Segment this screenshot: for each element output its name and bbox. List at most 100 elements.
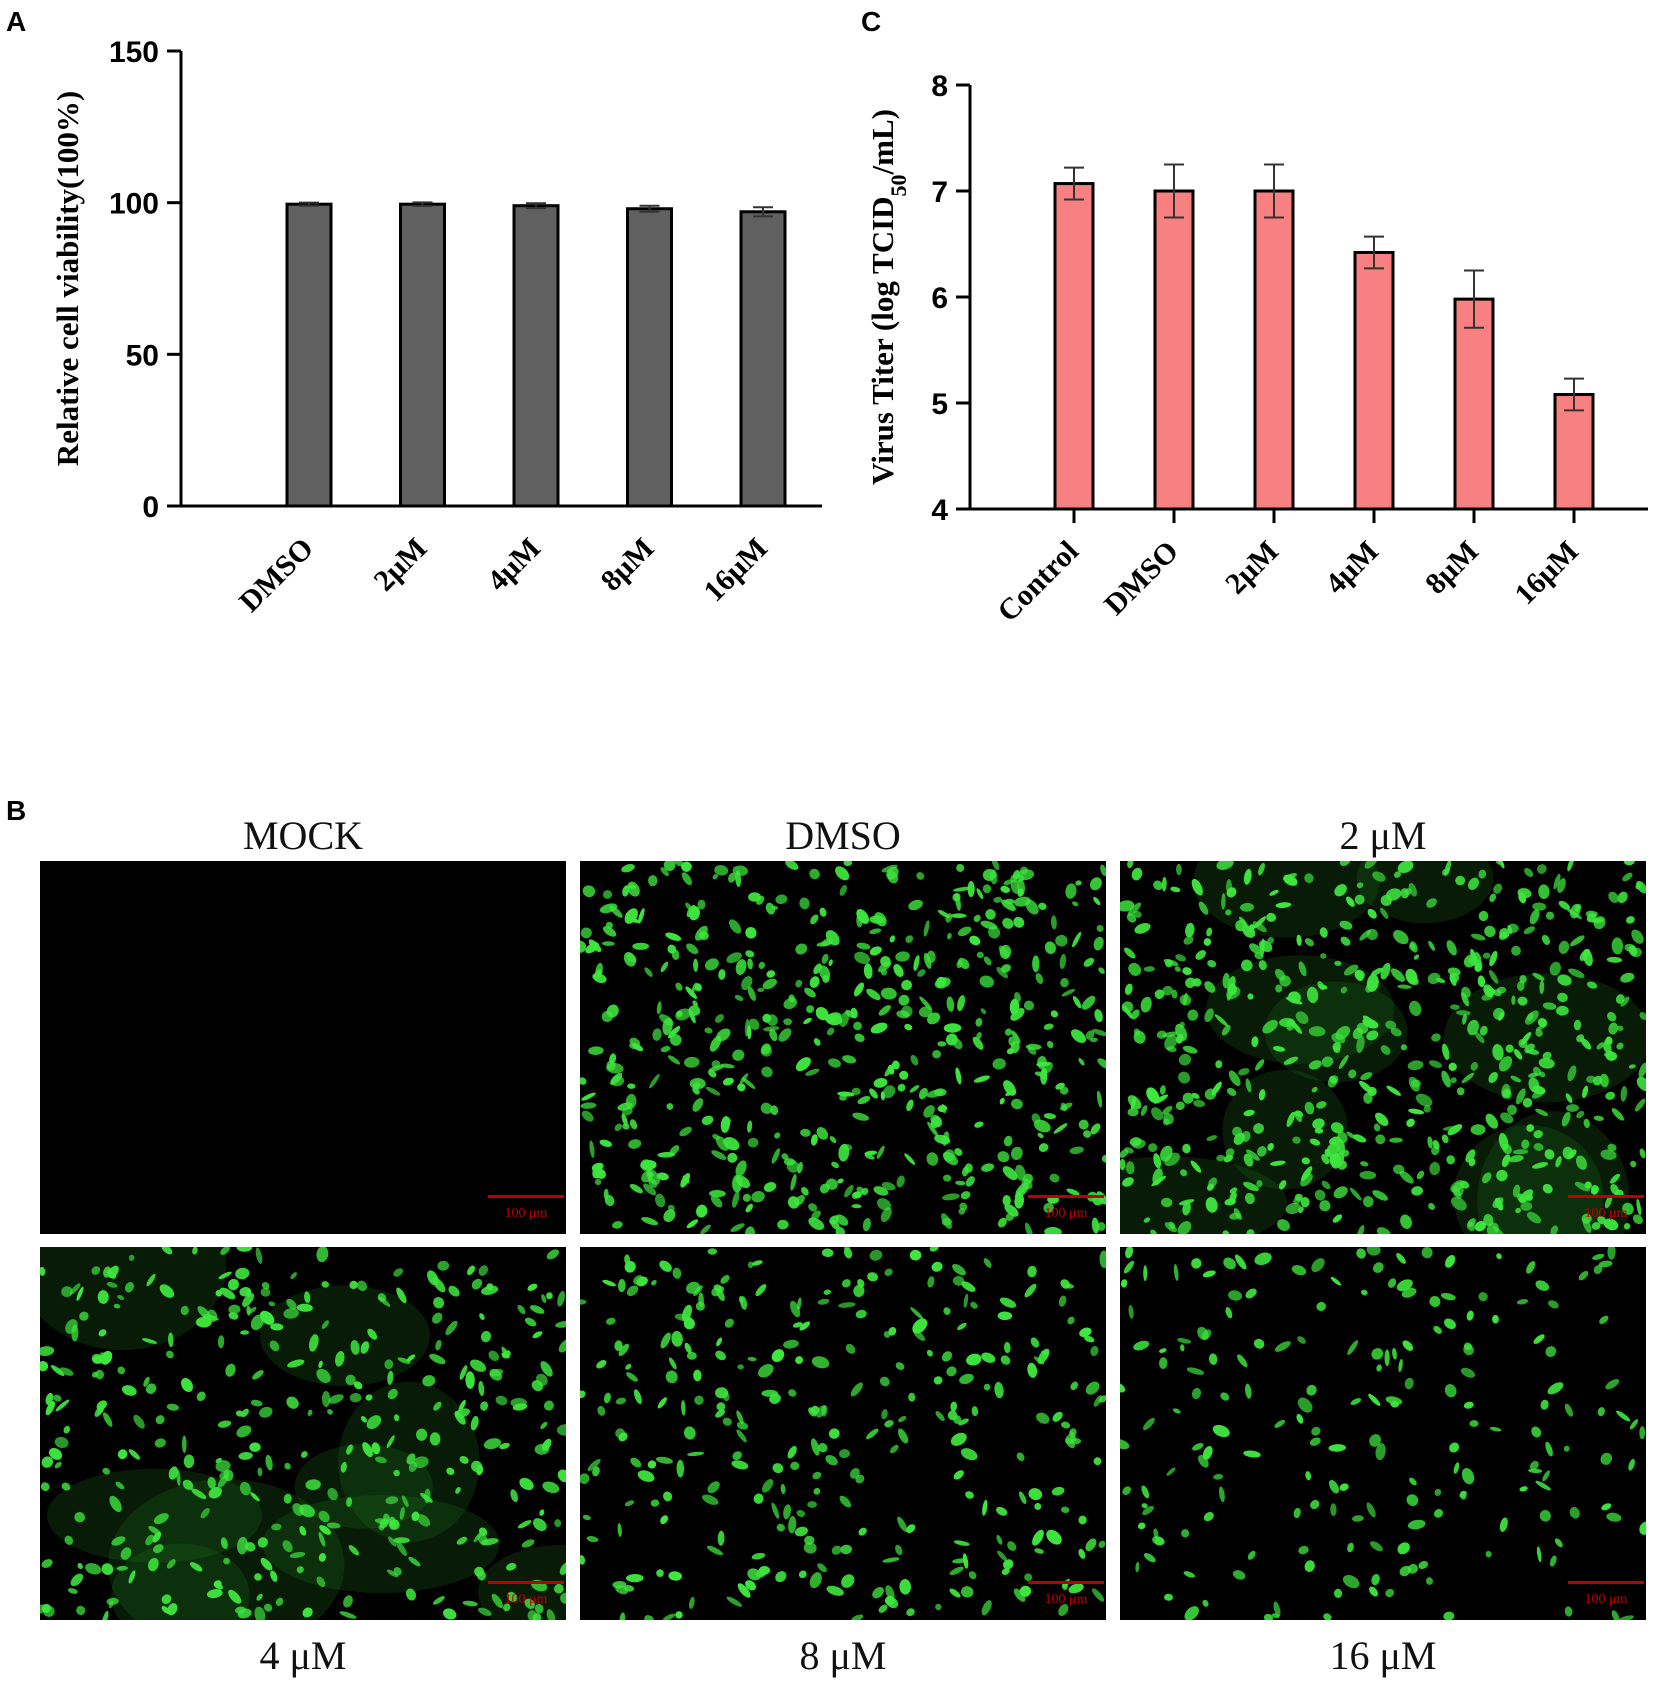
cell (930, 1116, 942, 1129)
cell (795, 1057, 811, 1072)
cell (527, 1283, 538, 1291)
cell (1128, 962, 1142, 976)
cell (1205, 1197, 1218, 1213)
cell (1578, 1270, 1589, 1281)
cell (1634, 1098, 1646, 1112)
cell (1003, 1341, 1011, 1354)
cell (965, 1491, 974, 1499)
cell (1533, 1066, 1542, 1076)
cell (671, 949, 680, 960)
cell (762, 1013, 772, 1023)
cell (543, 1400, 554, 1411)
cell (580, 1102, 597, 1109)
cell (898, 1416, 907, 1423)
cell (1192, 1387, 1201, 1400)
cell (1072, 901, 1079, 907)
cell (821, 1405, 828, 1417)
cell (943, 1174, 952, 1182)
cell (1606, 1512, 1622, 1522)
cell (1165, 959, 1173, 968)
cell (669, 1145, 680, 1156)
cell (54, 1461, 62, 1469)
cell (810, 1405, 820, 1415)
x-tick-label: DMSO (233, 532, 320, 619)
cell (1608, 1022, 1619, 1035)
cell (1201, 1329, 1212, 1340)
cell (1120, 1158, 1126, 1171)
cell (283, 1308, 299, 1319)
cell (1532, 902, 1547, 911)
cell (396, 1540, 407, 1557)
cell (829, 1136, 837, 1144)
y-tick-label: 5 (931, 388, 948, 421)
bar (285, 202, 333, 508)
micrograph-title: 2 μM (1339, 813, 1427, 858)
cell (745, 927, 757, 939)
haze-blob (1443, 973, 1646, 1103)
y-tick-label: 100 (109, 188, 159, 221)
cell (387, 1370, 394, 1385)
cell (1151, 1107, 1164, 1121)
cell (1316, 1301, 1327, 1312)
cell (59, 1367, 74, 1376)
cell (1392, 1347, 1397, 1360)
cell (1461, 1072, 1475, 1084)
cell (1597, 1215, 1607, 1225)
scale-bar-label: 100 μm (1584, 1592, 1628, 1607)
cell (1429, 1296, 1441, 1307)
cell (1154, 1537, 1164, 1546)
cell (973, 1075, 990, 1083)
cell (722, 1077, 734, 1086)
cell (217, 1335, 225, 1349)
cell (1489, 893, 1497, 903)
cell (1168, 1221, 1176, 1230)
cell (732, 1451, 743, 1461)
cell (843, 1247, 850, 1253)
cell (1206, 1135, 1218, 1141)
cell (385, 1496, 399, 1505)
cell (786, 1159, 800, 1173)
cell (698, 931, 709, 941)
cell (1441, 1043, 1450, 1061)
cell (968, 1571, 977, 1580)
cell (1393, 1164, 1405, 1175)
cell (676, 1459, 685, 1478)
cell (580, 940, 587, 953)
cell (1478, 1292, 1488, 1302)
cell (745, 1203, 754, 1213)
cell (1427, 1136, 1433, 1149)
cell (715, 1014, 724, 1023)
cell (1218, 1486, 1225, 1503)
cell (260, 1557, 273, 1571)
cell (766, 970, 776, 978)
cell (680, 1173, 691, 1188)
cell (1013, 916, 1025, 928)
cell (996, 966, 1008, 979)
cell (1251, 1036, 1259, 1048)
cell (389, 1519, 400, 1530)
cell (761, 1478, 774, 1493)
cell (1526, 1261, 1536, 1274)
cell (776, 1523, 785, 1532)
cell (1091, 1217, 1100, 1234)
cell (1334, 884, 1347, 897)
cell (592, 1169, 602, 1179)
scale-bar-line (488, 1581, 564, 1584)
cell (387, 1388, 398, 1400)
cell (693, 1369, 702, 1382)
cell (63, 1425, 71, 1434)
cell (852, 1112, 870, 1121)
cell (1496, 1253, 1502, 1260)
cell (94, 1352, 104, 1363)
cell (904, 1153, 916, 1165)
cell (1620, 972, 1635, 983)
cell (707, 1248, 718, 1255)
cell (1306, 1384, 1317, 1396)
cell (486, 1283, 494, 1291)
cell (629, 917, 640, 923)
cell (993, 896, 1003, 903)
cell (1316, 1101, 1327, 1109)
cell (1340, 986, 1348, 994)
cell (1140, 996, 1152, 1013)
cell (1555, 1156, 1562, 1168)
